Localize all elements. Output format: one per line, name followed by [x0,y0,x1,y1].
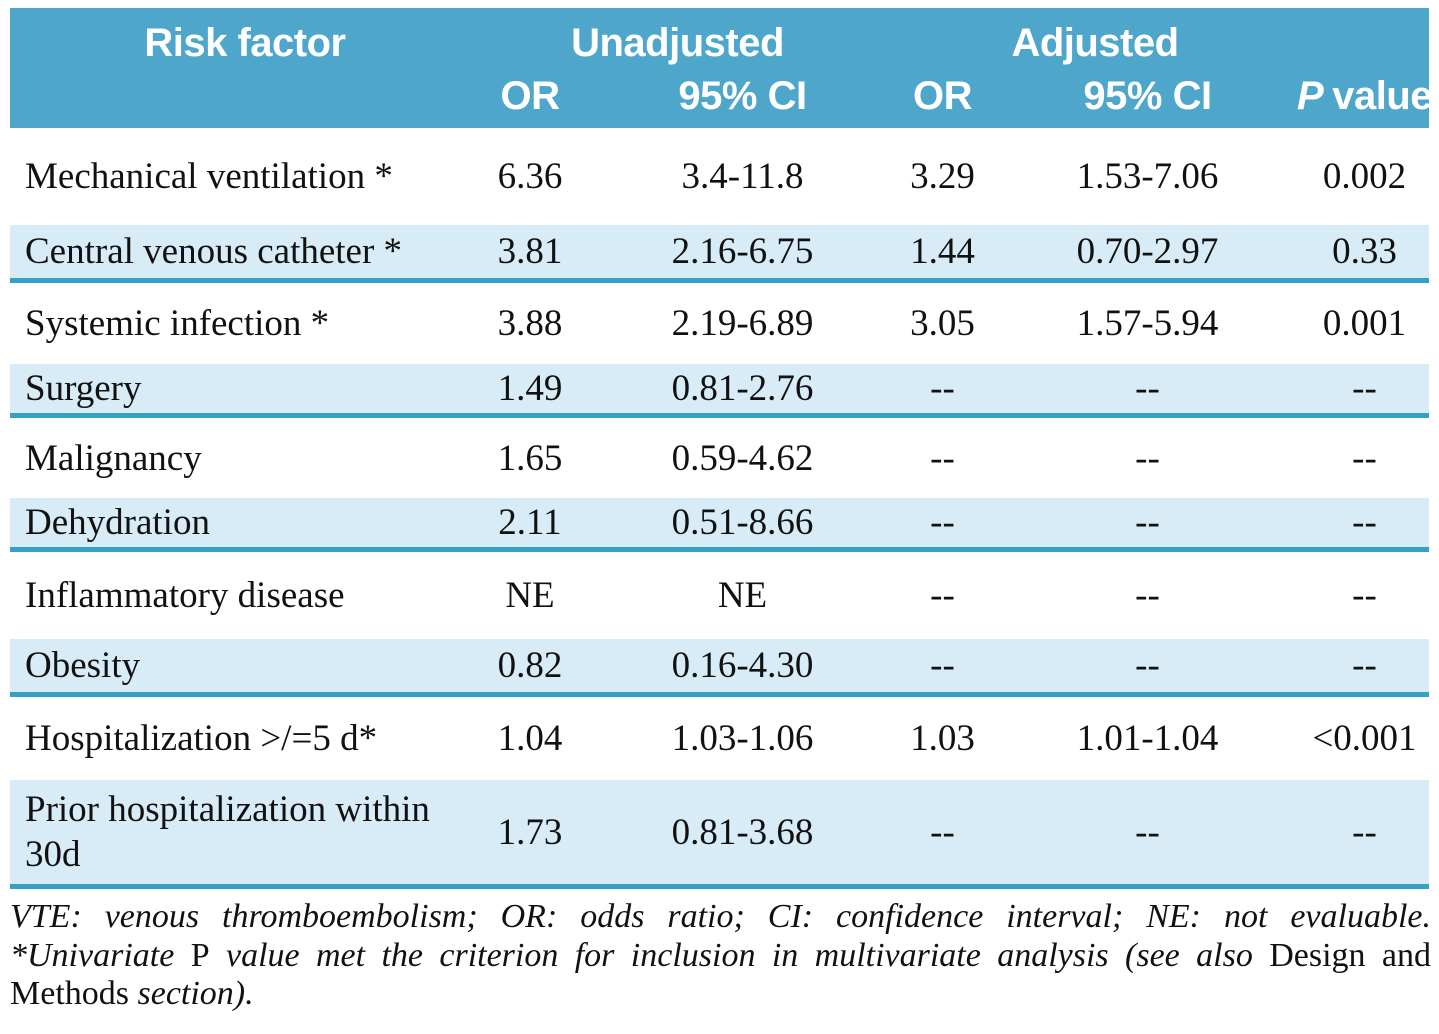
table-footnote: VTE: venous thromboembolism; OR: odds ra… [10,898,1431,1013]
cell-adjusted-or: -- [930,811,955,853]
cell-unadjusted-ci: 0.16-4.30 [671,645,814,686]
cell-risk-factor: Mechanical ventilation * [25,156,393,197]
footnote-abbreviations: VTE: venous thromboembolism; OR: odds ra… [10,898,1431,935]
cell-adjusted-or: 3.29 [910,156,975,197]
cell-unadjusted-ci: 0.59-4.62 [671,437,814,479]
table-row-hospitalization-5d: Hospitalization >/=5 d* 1.04 1.03-1.06 1… [10,697,1429,780]
cell-adjusted-or: -- [930,645,955,686]
footnote-note-mid: value met the criterion for inclusion in… [209,937,1270,974]
cell-unadjusted-or: 0.82 [497,645,563,686]
cell-p-value: -- [1352,502,1377,543]
cell-adjusted-ci: -- [1135,502,1160,543]
cell-p-value: 0.001 [1322,303,1407,344]
footnote-note-end: section). [137,975,254,1012]
footnote-section-name: Design and Methods [10,937,1431,1012]
cell-risk-factor: Dehydration [25,502,210,543]
cell-adjusted-ci: -- [1135,575,1160,616]
header-adjusted-ci: 95% CI [1083,73,1212,118]
cell-p-value: 0.002 [1322,156,1407,197]
header-unadjusted-ci: 95% CI [678,73,807,118]
table-row-prior-hospitalization: Prior hospitalization within 30d 1.73 0.… [10,780,1429,889]
header-adjusted-or: OR [913,73,973,118]
table-row-surgery: Surgery 1.49 0.81-2.76 -- -- -- [10,364,1429,418]
cell-adjusted-ci: 1.01-1.04 [1076,718,1219,759]
cell-risk-factor: Inflammatory disease [25,575,345,616]
cell-p-value: -- [1352,645,1377,686]
table-row-central-venous-catheter: Central venous catheter * 3.81 2.16-6.75… [10,225,1429,283]
cell-unadjusted-ci: 3.4-11.8 [681,156,804,197]
cell-adjusted-ci: 1.53-7.06 [1076,156,1219,197]
table-row-dehydration: Dehydration 2.11 0.51-8.66 -- -- -- [10,498,1429,552]
cell-unadjusted-or: 1.65 [497,437,563,479]
header-risk-factor: Risk factor [144,20,346,65]
cell-adjusted-ci: 0.70-2.97 [1076,231,1219,272]
cell-adjusted-or: 1.03 [910,718,975,759]
cell-adjusted-or: 3.05 [910,303,975,344]
header-unadjusted-or: OR [500,73,561,118]
cell-unadjusted-or: 1.04 [497,718,563,759]
table-row-inflammatory-disease: Inflammatory disease NE NE -- -- -- [10,552,1429,639]
cell-p-value: -- [1352,575,1377,616]
table-row-malignancy: Malignancy 1.65 0.59-4.62 -- -- -- [10,418,1429,498]
footnote-note-p: P [190,937,210,974]
cell-p-value: <0.001 [1312,718,1417,759]
risk-factor-table: Risk factor Unadjusted Adjusted OR 95% C… [10,8,1432,889]
cell-p-value: 0.33 [1332,231,1397,272]
cell-risk-factor: Malignancy [25,437,202,479]
table-body: Mechanical ventilation * 6.36 3.4-11.8 3… [10,128,1429,889]
cell-adjusted-or: -- [930,368,955,409]
header-group-unadjusted: Unadjusted [571,20,784,65]
cell-unadjusted-ci: 1.03-1.06 [671,718,814,759]
cell-risk-factor: Hospitalization >/=5 d* [25,718,378,759]
cell-unadjusted-ci: 0.81-2.76 [671,368,814,409]
cell-risk-factor: Surgery [25,368,142,409]
table-row-systemic-infection: Systemic infection * 3.88 2.19-6.89 3.05… [10,283,1429,364]
cell-risk-factor: Systemic infection * [25,303,330,344]
cell-adjusted-or: -- [930,437,955,479]
cell-unadjusted-or: 1.49 [497,368,563,409]
cell-unadjusted-ci: NE [717,575,768,616]
cell-p-value: -- [1352,437,1377,479]
header-p-value: P value [1297,64,1432,128]
cell-unadjusted-ci: 2.19-6.89 [671,303,814,344]
header-p-value-label: value [1332,73,1432,118]
table-row-mechanical-ventilation: Mechanical ventilation * 6.36 3.4-11.8 3… [10,128,1429,225]
cell-adjusted-ci: -- [1135,645,1160,686]
cell-risk-factor: Obesity [25,645,141,686]
cell-unadjusted-or: 2.11 [498,502,562,543]
cell-unadjusted-ci: 0.81-3.68 [671,811,814,853]
cell-risk-factor: Prior hospitalization within 30d [25,789,430,875]
cell-adjusted-ci: -- [1135,437,1160,479]
cell-adjusted-ci: -- [1135,368,1160,409]
cell-unadjusted-or: 3.88 [497,303,563,344]
header-p-value-p: P [1297,73,1324,118]
footnote-asterisk-note: *Univariate P value met the criterion fo… [10,937,1431,1013]
cell-unadjusted-or: NE [505,575,555,616]
cell-adjusted-ci: -- [1135,811,1160,853]
table-row-obesity: Obesity 0.82 0.16-4.30 -- -- -- [10,639,1429,697]
cell-unadjusted-ci: 0.51-8.66 [671,502,814,543]
cell-adjusted-or: -- [930,575,955,616]
table-header: Risk factor Unadjusted Adjusted OR 95% C… [10,8,1432,128]
cell-adjusted-or: -- [930,502,955,543]
cell-p-value: -- [1352,368,1377,409]
cell-unadjusted-ci: 2.16-6.75 [671,231,814,272]
cell-adjusted-ci: 1.57-5.94 [1076,303,1219,344]
header-group-adjusted: Adjusted [1011,20,1179,65]
cell-unadjusted-or: 6.36 [497,156,563,197]
cell-p-value: -- [1352,811,1377,853]
cell-risk-factor: Central venous catheter * [25,231,403,272]
cell-unadjusted-or: 1.73 [497,811,563,853]
cell-unadjusted-or: 3.81 [497,231,563,272]
cell-adjusted-or: 1.44 [910,231,975,272]
footnote-note-start: *Univariate [10,937,191,974]
